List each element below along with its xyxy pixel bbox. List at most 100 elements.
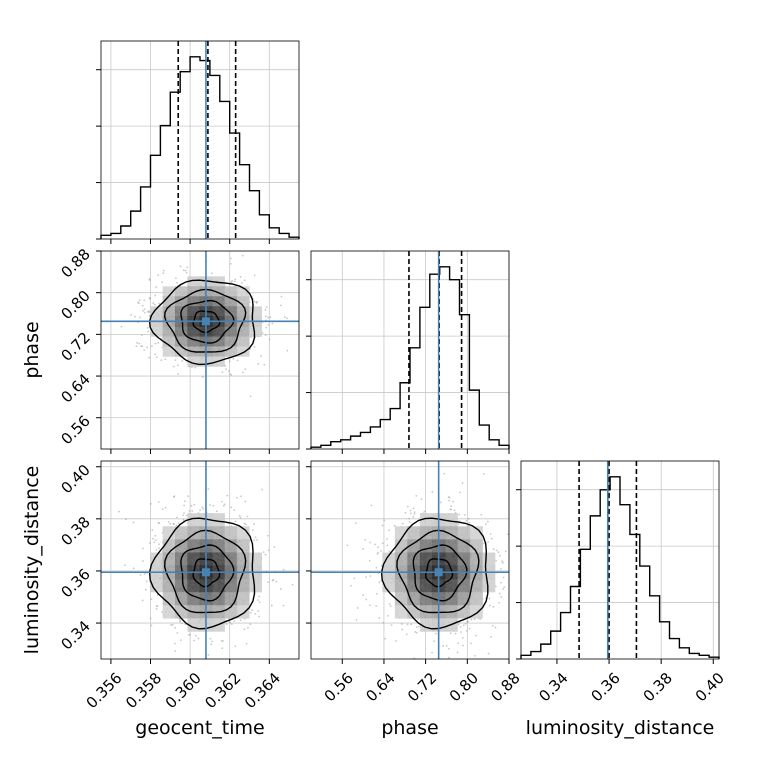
scatter-point (146, 326, 149, 329)
scatter-point (199, 509, 201, 512)
x-tick-label: 0.72 (404, 669, 440, 705)
density-cell (236, 336, 250, 347)
scatter-point (457, 642, 460, 645)
scatter-point (176, 632, 179, 634)
histogram-bar (630, 534, 640, 659)
scatter-point (420, 498, 423, 501)
scatter-point (211, 272, 213, 275)
scatter-point (174, 642, 176, 645)
scatter-point (154, 539, 157, 542)
scatter-point (161, 508, 164, 511)
scatter-point (443, 472, 446, 475)
density-cell (394, 526, 408, 540)
scatter-point (491, 625, 494, 627)
scatter-point (356, 607, 359, 609)
scatter-point (474, 634, 477, 637)
histogram-bar (220, 101, 230, 239)
scatter-point (434, 632, 437, 635)
histogram-bar (180, 72, 190, 239)
scatter-point (415, 631, 418, 634)
scatter-point (382, 621, 385, 624)
scatter-point (146, 346, 149, 349)
scatter-point (466, 620, 469, 623)
histogram-bar (351, 436, 361, 449)
scatter-point (346, 544, 349, 547)
density-cell (407, 539, 421, 553)
scatter-point (457, 623, 460, 626)
scatter-point (495, 549, 498, 552)
scatter-point (458, 513, 461, 516)
histogram-bar (230, 133, 240, 239)
scatter-point (413, 511, 416, 514)
scatter-point (149, 617, 152, 620)
density-cell (394, 591, 408, 606)
scatter-point (139, 574, 142, 576)
scatter-point (502, 588, 505, 590)
histogram-bar (331, 442, 341, 449)
scatter-point (164, 358, 167, 361)
density-cell (236, 306, 250, 317)
histogram-bar (151, 155, 161, 239)
density-cell (394, 578, 408, 593)
scatter-point (249, 395, 252, 398)
scatter-point (457, 523, 460, 525)
scatter-point (201, 375, 204, 378)
density-cell (162, 591, 176, 606)
scatter-point (164, 506, 167, 509)
density-cell (212, 286, 225, 297)
scatter-point (226, 494, 229, 497)
scatter-point (190, 505, 193, 507)
histogram-bar (141, 187, 151, 239)
x-tick-label: 0.36 (587, 669, 623, 705)
scatter-point (537, 634, 539, 636)
scatter-point (163, 229, 165, 231)
scatter-point (222, 640, 224, 642)
scatter-point (389, 605, 392, 608)
scatter-point (497, 551, 500, 554)
density-cell (212, 513, 225, 527)
scatter-point (405, 633, 408, 636)
scatter-point (132, 567, 135, 570)
scatter-point (500, 596, 503, 598)
scatter-point (118, 510, 120, 513)
scatter-point (377, 551, 380, 554)
scatter-point (482, 473, 485, 475)
scatter-point (154, 534, 157, 537)
scatter-point (264, 553, 267, 556)
scatter-point (239, 516, 242, 519)
histogram-bar (420, 307, 430, 449)
scatter-point (142, 547, 144, 550)
scatter-point (461, 482, 464, 484)
scatter-point (96, 331, 98, 333)
scatter-point (142, 310, 144, 312)
scatter-point (151, 537, 154, 540)
histogram-bar (561, 613, 571, 659)
scatter-point (267, 323, 270, 326)
scatter-point (431, 490, 434, 493)
histogram-bar (469, 390, 479, 449)
scatter-point (254, 536, 257, 539)
density-cell (249, 552, 262, 567)
histogram-bar (410, 348, 420, 449)
scatter-point (423, 510, 426, 513)
scatter-point (449, 632, 452, 635)
density-cell (150, 326, 164, 337)
scatter-point (234, 645, 237, 648)
scatter-point (220, 640, 223, 642)
scatter-point (404, 511, 407, 514)
scatter-point (380, 565, 383, 567)
scatter-point (384, 637, 387, 640)
scatter-point (482, 542, 485, 545)
histogram-bar (131, 211, 141, 239)
scatter-point (461, 636, 464, 639)
scatter-point (135, 345, 138, 348)
scatter-point (394, 639, 397, 642)
scatter-point (500, 581, 502, 584)
scatter-point (162, 272, 165, 275)
scatter-point (207, 488, 210, 490)
density-cell (224, 286, 238, 297)
histogram-bar (620, 505, 630, 659)
density-cell (175, 591, 188, 606)
density-cell (224, 326, 238, 337)
histogram-bar (489, 440, 499, 449)
